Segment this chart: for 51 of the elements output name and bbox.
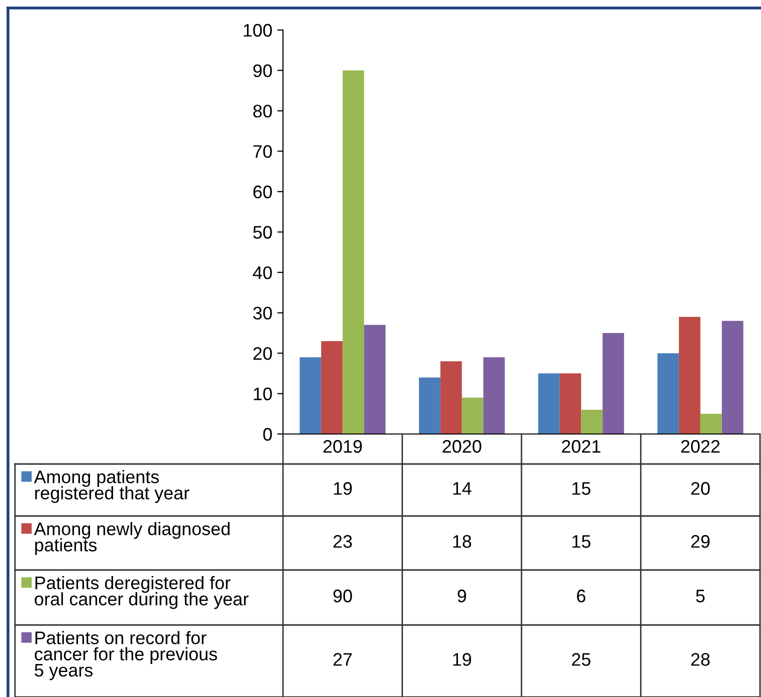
- bar: [581, 410, 603, 434]
- y-tick-label: 80: [253, 104, 272, 118]
- bar: [462, 398, 484, 434]
- data-label: 15: [572, 535, 590, 548]
- data-label: 19: [453, 653, 472, 666]
- bar: [300, 357, 322, 434]
- legend-label: Patients deregistered for oral cancer during the year: [34, 576, 248, 610]
- data-label: 20: [691, 482, 710, 495]
- bar: [440, 361, 462, 434]
- legend-label: Among patients registered that year: [34, 470, 190, 504]
- data-label: 27: [333, 653, 352, 666]
- bar: [700, 414, 722, 434]
- data-label: 14: [453, 482, 472, 495]
- bar: [342, 70, 364, 434]
- data-label: 23: [333, 535, 352, 548]
- y-tick-label: 90: [253, 64, 272, 78]
- x-tick-label: 2020: [442, 440, 482, 453]
- bar: [364, 324, 386, 434]
- bar: [657, 353, 679, 434]
- data-label: 90: [333, 590, 352, 602]
- data-label: 9: [458, 590, 466, 602]
- bar: [678, 316, 700, 434]
- bar: [722, 320, 744, 434]
- y-tick-label: 60: [253, 186, 272, 198]
- y-tick-label: 40: [252, 266, 272, 280]
- data-label: 6: [577, 590, 586, 602]
- y-tick-label: 10: [254, 388, 272, 400]
- x-tick-label: 2022: [681, 440, 720, 453]
- y-tick-label: 30: [253, 306, 272, 320]
- data-label: 28: [691, 653, 710, 666]
- bar: [483, 357, 505, 434]
- bar: [602, 333, 624, 434]
- data-label: 5: [696, 590, 705, 602]
- data-label: 29: [691, 535, 710, 548]
- data-label: 18: [453, 535, 472, 548]
- x-tick-label: 2021: [562, 440, 600, 453]
- bar: [560, 373, 582, 434]
- y-tick-label: 20: [253, 347, 272, 360]
- x-tick-label: 2019: [323, 440, 362, 453]
- data-label: 15: [572, 482, 590, 495]
- legend-label: Among newly diagnosed patients: [34, 522, 230, 556]
- y-tick-label: 50: [253, 226, 272, 239]
- data-label: 19: [334, 482, 352, 495]
- y-tick-label: 100: [244, 24, 272, 37]
- bar: [321, 341, 343, 434]
- y-tick-label: 70: [253, 145, 272, 158]
- data-label: 25: [572, 653, 590, 666]
- bar: [418, 377, 440, 434]
- y-tick-label: 0: [263, 428, 272, 441]
- legend-label: Patients on record for cancer for the previous 5 years: [34, 631, 218, 680]
- bar: [538, 373, 560, 434]
